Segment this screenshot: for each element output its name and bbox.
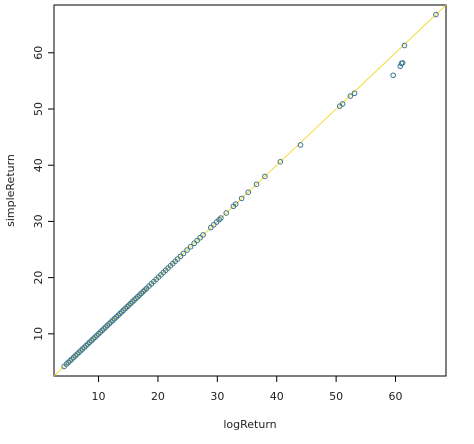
points-group: [61, 11, 439, 370]
data-point: [208, 224, 214, 231]
x-axis-title: logReturn: [223, 418, 276, 431]
data-point: [232, 201, 239, 207]
data-point: [218, 215, 224, 221]
data-point: [191, 240, 197, 247]
x-axis: 10 20 30 40 50 60: [92, 376, 403, 403]
data-point: [399, 60, 406, 66]
x-tick-label: 40: [270, 390, 284, 403]
x-tick-label: 20: [151, 390, 165, 403]
data-point: [297, 142, 304, 148]
data-point: [339, 101, 346, 107]
x-tick-label: 30: [210, 390, 224, 403]
data-point: [390, 72, 396, 79]
x-tick-label: 60: [389, 390, 403, 403]
y-tick-label: 40: [32, 158, 45, 172]
data-point: [433, 11, 439, 18]
x-tick-label: 50: [329, 390, 343, 403]
y-tick-label: 10: [32, 327, 45, 341]
data-point: [180, 250, 187, 257]
data-point: [184, 247, 190, 253]
data-point: [200, 232, 206, 238]
data-point: [238, 195, 245, 202]
y-tick-label: 20: [32, 271, 45, 285]
data-point: [210, 221, 217, 228]
data-point: [245, 189, 252, 195]
y-axis: 10 20 30 40 50 60: [32, 46, 54, 341]
data-point: [347, 93, 354, 99]
y-tick-label: 60: [32, 46, 45, 60]
data-point: [277, 159, 284, 165]
data-point: [351, 90, 358, 97]
data-point: [177, 253, 184, 260]
x-tick-label: 10: [92, 390, 106, 403]
y-tick-label: 50: [32, 102, 45, 116]
data-point: [223, 210, 230, 216]
y-tick-label: 30: [32, 214, 45, 228]
data-point: [197, 234, 203, 241]
data-point: [174, 256, 181, 262]
data-point: [187, 243, 194, 250]
y-axis-title: simpleReturn: [4, 154, 17, 227]
data-point: [194, 237, 200, 244]
plot-frame: [53, 4, 447, 377]
data-point: [401, 42, 408, 49]
data-point: [253, 181, 260, 188]
data-point: [262, 173, 268, 180]
